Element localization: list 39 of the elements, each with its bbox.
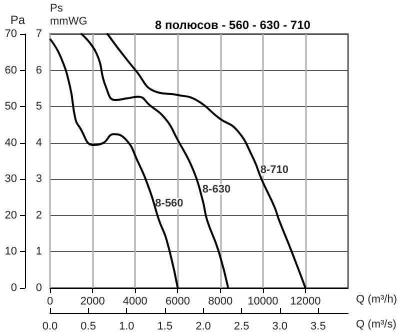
x-tick-label: 4000 — [122, 296, 148, 308]
x2-tick-label: 2.5 — [234, 320, 250, 332]
y-tick-label: 70 — [4, 28, 17, 40]
x2-axis-title: Q (m³/s) — [356, 318, 396, 330]
y2-axis-title: Ps mmWG — [50, 2, 88, 28]
y-tick-label: 0 — [10, 282, 17, 294]
y-tick-label: 30 — [4, 173, 17, 186]
y2-tick-label: 1 — [36, 246, 42, 258]
y2-tick-label: 6 — [36, 64, 42, 76]
y2-tick-label: 4 — [36, 136, 42, 149]
y2-tick-label: 7 — [36, 28, 42, 40]
x-tick-label: 6000 — [166, 296, 190, 308]
x2-tick-label: 3.0 — [272, 320, 288, 332]
x-tick-label: 2000 — [80, 296, 105, 308]
x-tick-label: 12000 — [290, 296, 321, 308]
y2-tick-label: 2 — [36, 209, 42, 222]
x2-tick-label: 3.5 — [310, 320, 326, 332]
x-tick-label: 0 — [46, 296, 54, 308]
y-tick-label: 50 — [4, 100, 17, 113]
y2-tick-label: 5 — [36, 100, 42, 113]
y2-tick-label: 0 — [36, 282, 42, 294]
chart-title: 8 полюсов - 560 - 630 - 710 — [155, 18, 311, 32]
x2-tick-label: 2.0 — [196, 320, 211, 332]
y2-tick-label: 3 — [36, 173, 42, 186]
annotation: 8-710 — [260, 164, 288, 176]
x2-tick-label: 1.0 — [118, 320, 134, 332]
y-tick-label: 40 — [4, 136, 17, 149]
x2-tick-label: 0.0 — [42, 320, 58, 332]
x-tick-label: 10000 — [248, 296, 278, 308]
y-tick-label: 20 — [4, 209, 17, 222]
x-tick-label: 8000 — [208, 296, 233, 308]
y-tick-label: 60 — [4, 64, 17, 76]
x-axis-title: Q (m³/h) — [356, 294, 398, 306]
annotation: 8-630 — [202, 183, 231, 196]
x2-tick-label: 1.5 — [157, 320, 173, 332]
y-axis-title: Pa — [10, 13, 26, 27]
y-tick-label: 10 — [4, 246, 17, 258]
x2-tick-label: 0.5 — [80, 320, 96, 332]
annotation: 8-560 — [155, 197, 184, 210]
